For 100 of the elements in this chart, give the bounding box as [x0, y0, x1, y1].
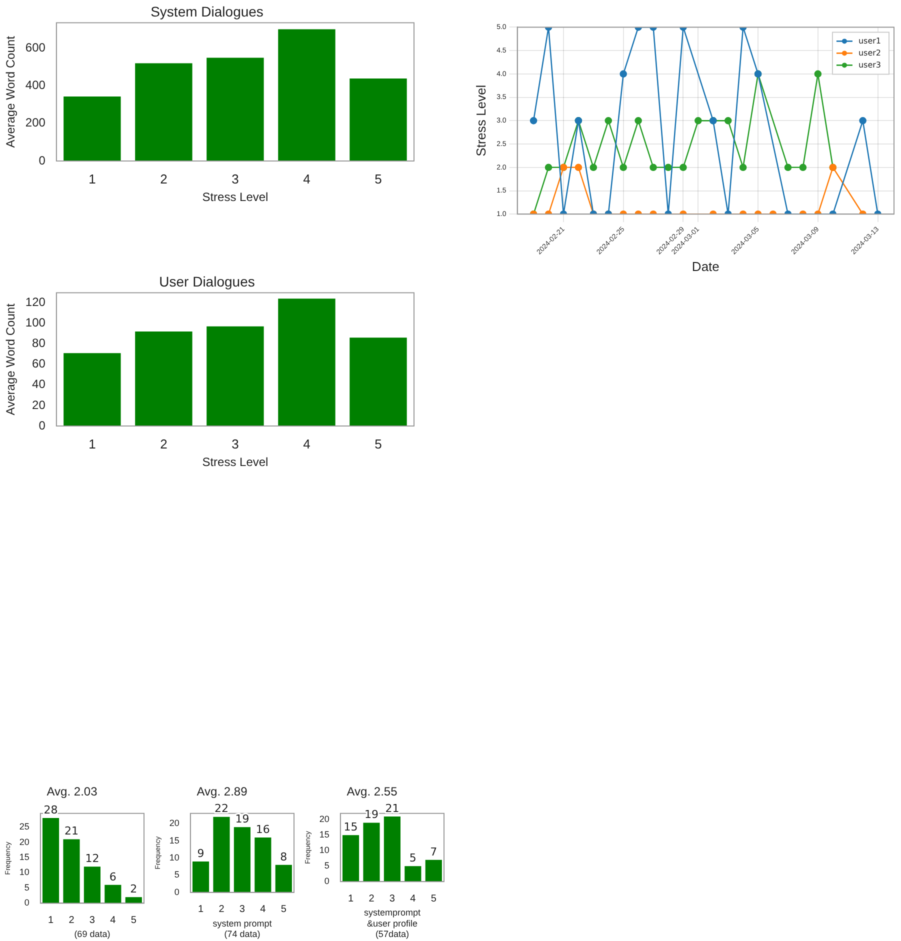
x-tick-label: 2	[160, 171, 168, 186]
point	[694, 117, 702, 124]
y-tick-label: 600	[25, 40, 46, 54]
y-tick-label: 20	[319, 814, 330, 824]
bar	[234, 827, 250, 892]
x-tick-label: 4	[303, 436, 310, 452]
x-tick-label: 3	[89, 914, 96, 926]
x-tick-label: 1	[198, 904, 204, 916]
bar	[342, 835, 360, 882]
point	[544, 164, 552, 172]
y-tick-label: 20	[32, 398, 46, 412]
chart-title: Avg. 2.03	[46, 784, 98, 799]
x-tick-label: 5	[130, 914, 137, 926]
data-label: 2	[130, 882, 138, 896]
y-axis-title: Stress Level	[473, 84, 488, 156]
point	[664, 164, 672, 172]
x-tick-label: 3	[239, 904, 246, 916]
x-tick-label: 4	[410, 893, 416, 904]
x-tick-label: 3	[232, 171, 239, 186]
y-tick-label: 0	[24, 898, 30, 908]
point	[574, 164, 582, 172]
x-tick-label: 2	[218, 904, 225, 916]
data-label: 16	[256, 822, 270, 836]
y-tick-label: 5	[324, 860, 330, 871]
data-label: 22	[214, 802, 228, 816]
point	[620, 164, 627, 172]
bar	[135, 332, 192, 426]
x-tick-label: 2	[368, 893, 375, 904]
y-tick-label: 15	[19, 852, 30, 862]
y-tick-label: 0	[38, 153, 46, 168]
x-axis-title: system prompt (74 data)	[212, 918, 272, 940]
y-tick-label: 0	[324, 876, 330, 886]
bar	[84, 866, 100, 904]
y-tick-label: 10	[319, 845, 330, 856]
y-tick-label: 15	[319, 830, 330, 840]
bar	[63, 839, 80, 904]
bar	[278, 29, 336, 161]
bar	[206, 326, 264, 426]
x-tick-label: 5	[280, 904, 287, 916]
chart-title: System Dialogues	[150, 3, 264, 20]
x-tick-label: 1	[348, 893, 354, 904]
point	[859, 117, 866, 124]
chart-title: Avg. 2.55	[346, 784, 398, 799]
x-tick-label: 3	[232, 436, 239, 452]
data-label: 8	[280, 850, 288, 864]
point	[604, 117, 612, 124]
legend-label: user1	[858, 36, 882, 46]
x-tick-label: 1	[48, 914, 54, 926]
point	[620, 70, 627, 78]
y-tick-label: 15	[169, 835, 180, 846]
y-axis-title: Average Word Count	[4, 35, 18, 148]
y-axis-title: Average Word Count	[4, 302, 18, 416]
bar	[42, 818, 60, 904]
y-tick-label: 80	[32, 336, 46, 350]
bar	[213, 816, 230, 892]
y-tick-label: 200	[25, 116, 46, 130]
point	[814, 70, 822, 78]
data-label: 6	[109, 870, 116, 884]
y-tick-label: 400	[25, 78, 46, 92]
y-tick-label: 20	[19, 836, 30, 847]
point	[739, 164, 747, 172]
legend-label: user2	[858, 48, 882, 58]
y-tick-label: 0	[174, 886, 180, 897]
data-label: 21	[385, 802, 400, 815]
data-label: 19	[364, 808, 378, 822]
x-tick-label: 3	[389, 893, 396, 904]
data-label: 19	[235, 812, 250, 826]
y-tick-label: 5	[174, 870, 180, 880]
bar	[363, 822, 380, 882]
bar	[278, 298, 336, 426]
bar	[404, 866, 422, 882]
bar	[64, 96, 121, 161]
bar	[192, 861, 210, 892]
y-tick-label: 120	[25, 295, 46, 310]
y-tick-label: 5	[24, 882, 30, 892]
bar	[350, 78, 407, 161]
x-axis-title: systemprompt &user profile (57data)	[364, 907, 421, 940]
y-tick-label: 10	[19, 867, 30, 878]
x-axis-title: (69 data)	[74, 929, 110, 940]
bar	[125, 897, 142, 904]
x-tick-label: 4	[303, 171, 310, 186]
point	[590, 164, 598, 172]
data-label: 21	[64, 824, 78, 838]
x-axis-title: Stress Level	[202, 190, 268, 204]
bar	[384, 816, 400, 882]
x-tick-label: 4	[110, 914, 116, 926]
x-tick-label: 2	[160, 436, 168, 452]
bar	[254, 837, 272, 892]
y-tick-label: 25	[19, 822, 30, 832]
y-tick-label: 100	[25, 316, 46, 330]
chart-title: User Dialogues	[159, 273, 255, 290]
x-tick-label: 5	[374, 436, 382, 452]
x-tick-label: 4	[260, 904, 266, 916]
bar	[275, 864, 292, 892]
legend-label: user3	[858, 60, 882, 70]
point	[530, 117, 538, 124]
x-tick-label: 5	[374, 171, 382, 186]
bar	[206, 58, 264, 161]
point	[799, 164, 807, 172]
x-axis-title: Stress Level	[202, 455, 268, 470]
